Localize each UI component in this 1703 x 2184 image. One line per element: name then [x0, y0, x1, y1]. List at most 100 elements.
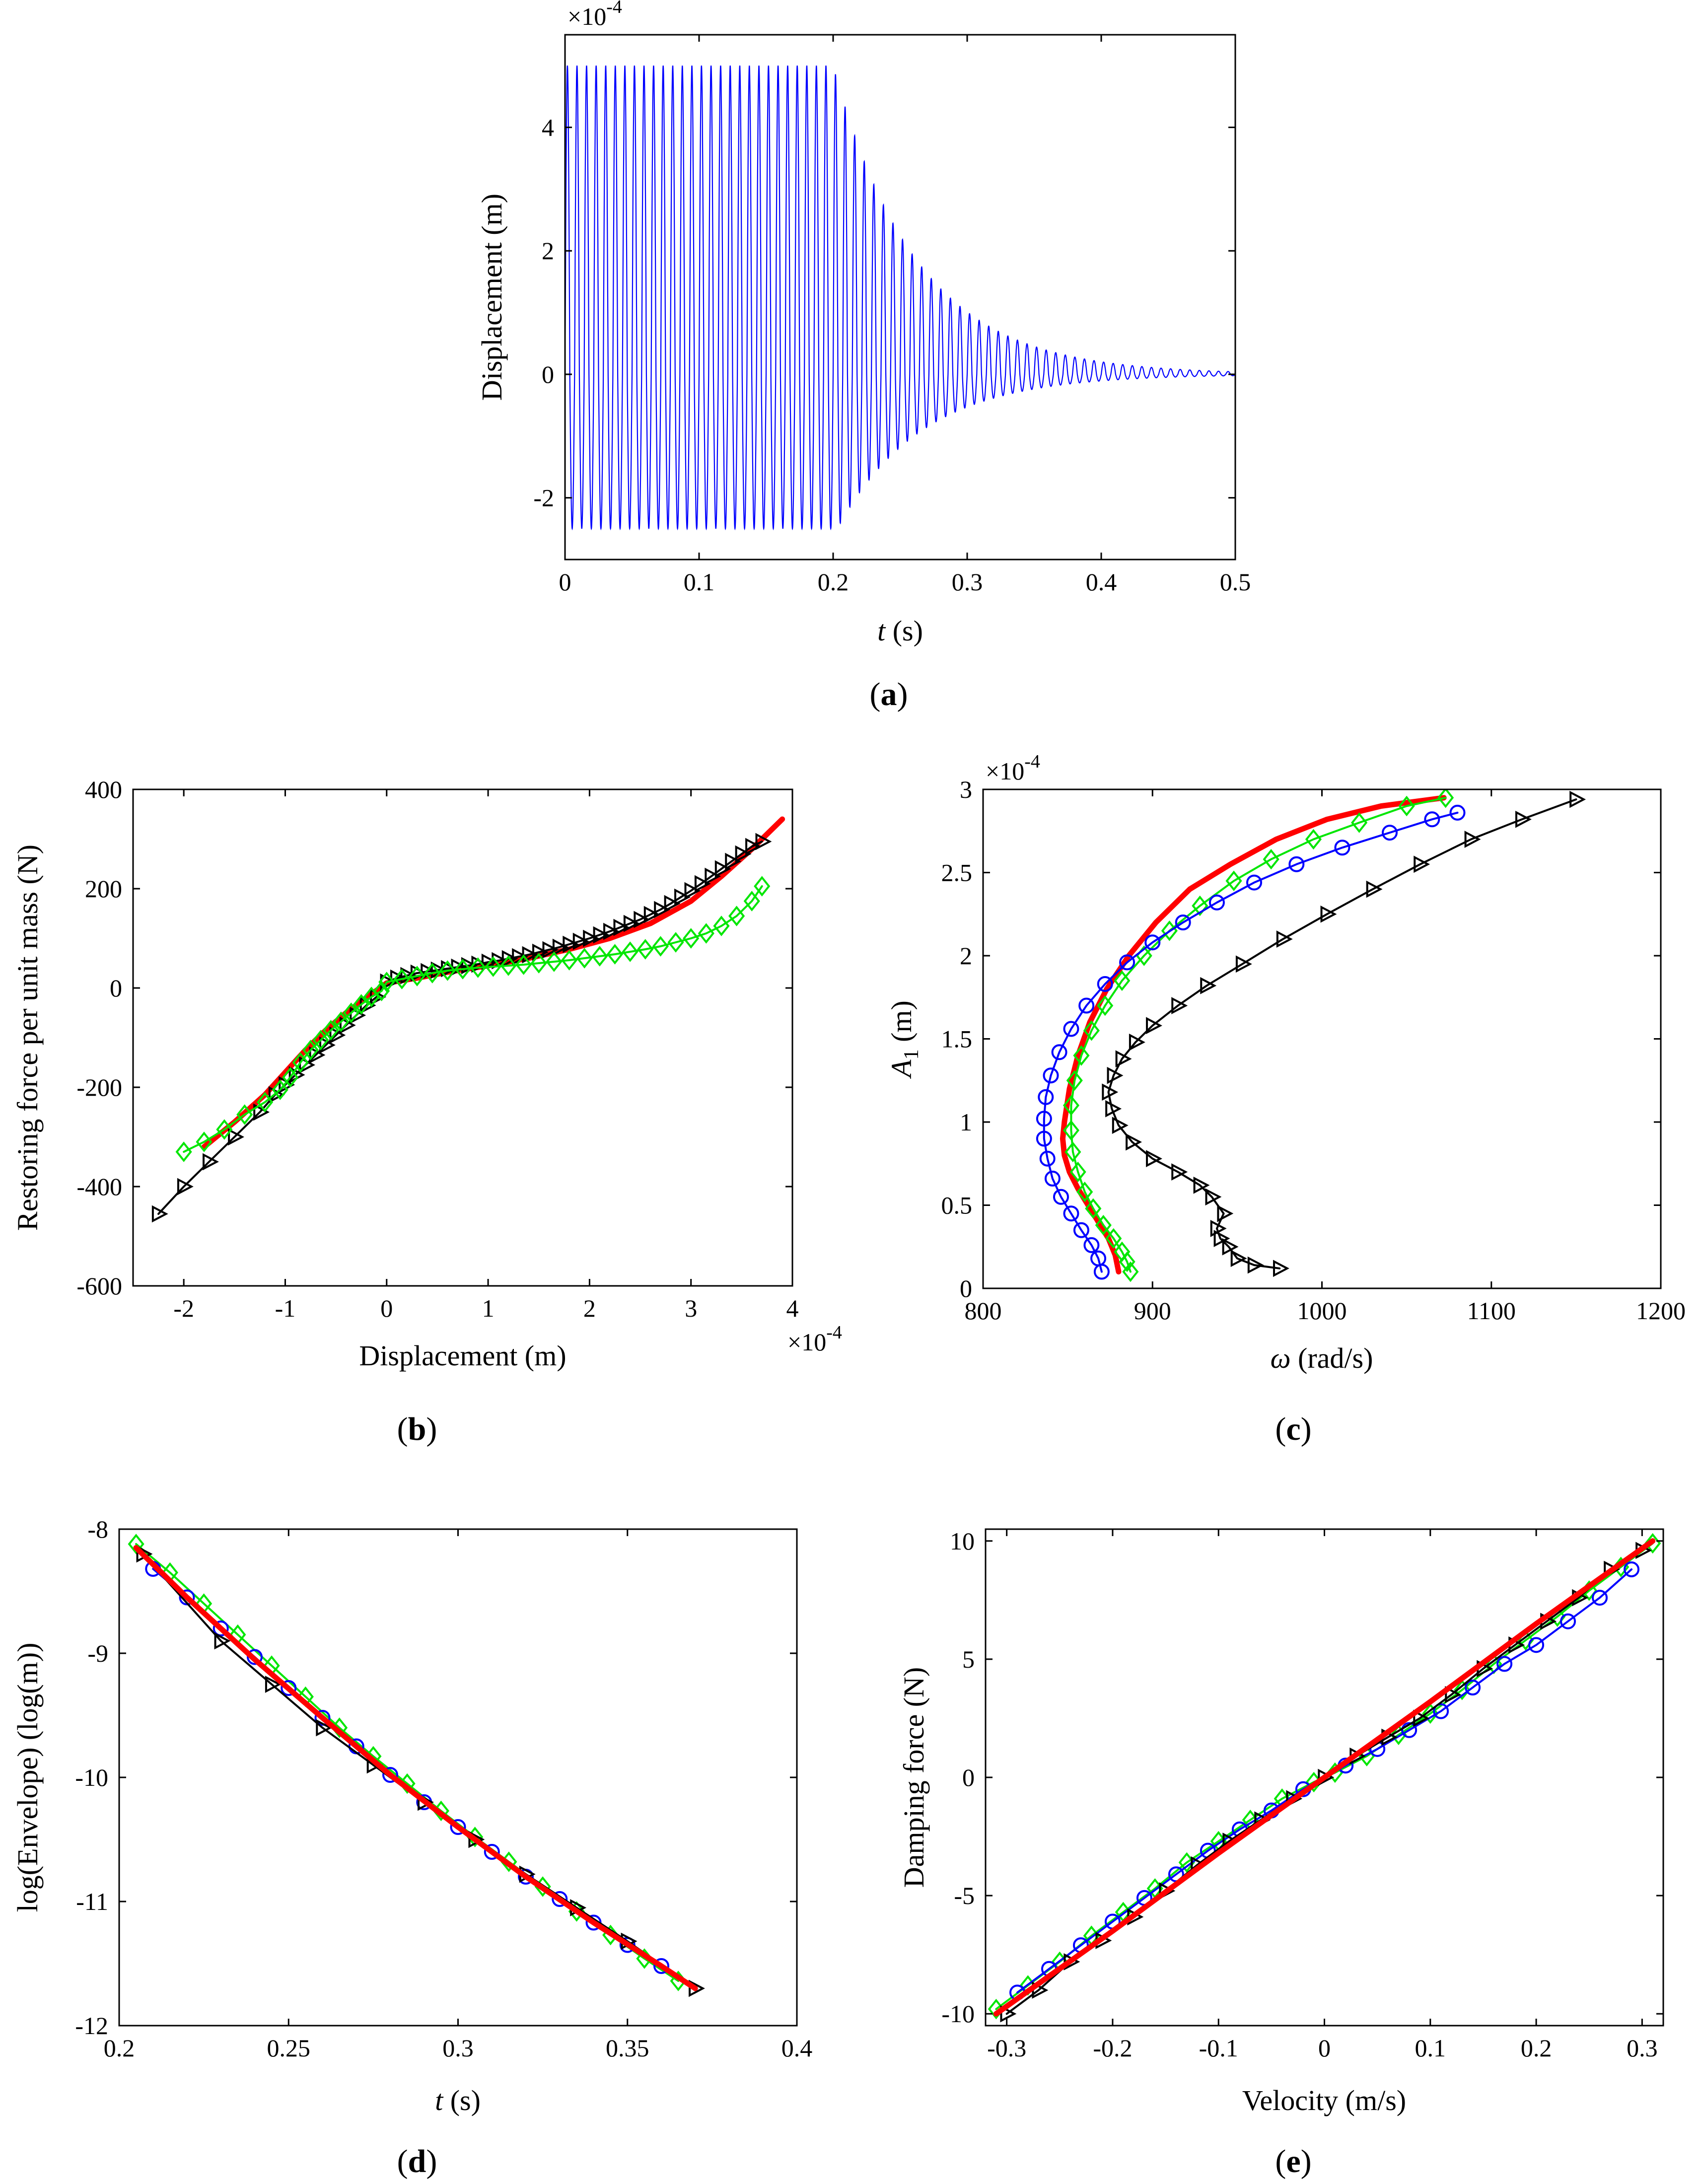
exponent-power: -4 [606, 0, 622, 17]
axis-space [443, 2084, 450, 2116]
axis-space [1291, 1342, 1298, 1374]
series-line [135, 1543, 680, 1982]
caption-letter: a [881, 676, 897, 712]
data-point [1192, 895, 1208, 916]
data-point [1083, 1237, 1100, 1253]
data-point [1115, 1050, 1132, 1068]
data-point [684, 882, 701, 900]
data-point [591, 946, 608, 967]
data-point [196, 1131, 213, 1152]
y-exponent-label: ×10-4 [568, 0, 622, 30]
exponent-base: ×10 [986, 757, 1024, 785]
data-point [1076, 1181, 1093, 1202]
data-point [1276, 930, 1293, 948]
data-point [282, 1067, 299, 1088]
data-point [500, 955, 517, 976]
data-point [450, 1819, 466, 1835]
data-point [265, 1676, 282, 1693]
x-tick-label: 2 [583, 1294, 596, 1322]
data-point [1496, 1656, 1513, 1672]
data-point [1063, 1120, 1080, 1141]
data-point [481, 953, 498, 971]
data-point [572, 932, 589, 950]
data-point [333, 1011, 350, 1032]
plot-area [1036, 789, 1586, 1282]
data-point [1437, 789, 1454, 808]
data-point [1069, 1161, 1086, 1183]
data-point [409, 966, 426, 986]
series-line [152, 1568, 662, 1967]
x-tick-label: 0.35 [606, 2034, 649, 2062]
data-point [683, 928, 700, 949]
exponent-power: -4 [826, 1322, 842, 1343]
data-point [1066, 1070, 1083, 1091]
data-point [1114, 1241, 1131, 1263]
data-point [454, 959, 471, 980]
caption-close: ) [1301, 1411, 1312, 1447]
data-point [1144, 934, 1161, 951]
data-point [561, 950, 578, 971]
data-point [322, 1020, 339, 1041]
data-point [1624, 1561, 1640, 1577]
data-point [1413, 1709, 1430, 1727]
data-point [1424, 811, 1440, 828]
x-tick-label: 0 [380, 1294, 393, 1322]
data-point [705, 867, 721, 885]
axis-unit: (m) [885, 1000, 918, 1049]
panel-caption: (b) [397, 1411, 437, 1447]
panel-caption: (a) [870, 676, 908, 712]
data-point [1464, 831, 1481, 848]
data-point [634, 911, 650, 928]
series-line [133, 1545, 698, 1991]
axis-unit: (rad/s) [1298, 1342, 1373, 1374]
caption-close: ) [897, 676, 908, 712]
data-point [213, 1620, 229, 1636]
x-tick-label: -0.2 [1093, 2034, 1132, 2062]
y-tick-label: 0 [542, 360, 554, 388]
x-tick-label: 1 [482, 1294, 495, 1322]
exponent-power: -4 [1024, 751, 1040, 772]
y-tick-label: -2 [533, 484, 554, 512]
data-point [1171, 997, 1188, 1014]
data-point [1414, 855, 1430, 873]
data-point [439, 960, 456, 981]
data-point [1112, 1117, 1129, 1134]
data-point [698, 923, 714, 944]
axis-subscript: 1 [900, 1049, 923, 1059]
caption-close: ) [426, 1411, 437, 1447]
data-point [552, 1891, 568, 1907]
data-point [1213, 1230, 1230, 1247]
y-tick-label: 200 [85, 875, 122, 903]
x-tick-label: 0.1 [684, 568, 715, 596]
y-tick-label: 10 [950, 1527, 975, 1555]
caption-close: ) [1301, 2143, 1312, 2180]
data-point [1043, 1067, 1059, 1084]
data-point [1210, 1220, 1227, 1237]
y-tick-label: 2.5 [941, 859, 973, 887]
data-point [1288, 856, 1305, 872]
axes-frame [132, 788, 793, 1287]
data-point [743, 891, 760, 912]
data-point [1039, 1150, 1056, 1167]
data-point [728, 906, 745, 926]
data-point [1200, 977, 1217, 994]
data-point [530, 953, 547, 974]
data-point [353, 994, 370, 1015]
data-point [689, 1979, 705, 1997]
data-point [623, 915, 640, 932]
caption-open: ( [397, 2143, 408, 2180]
data-point [1445, 1686, 1462, 1703]
axis-symbol: A [885, 1059, 918, 1079]
data-point [1320, 905, 1337, 923]
y-tick-label: -400 [76, 1173, 122, 1200]
data-point [312, 1030, 329, 1051]
data-point [1175, 915, 1191, 930]
series-line [201, 816, 785, 1150]
axis-space [885, 615, 893, 647]
data-point [378, 972, 395, 992]
y-tick-label: 0 [962, 1763, 975, 1791]
data-point [272, 1079, 288, 1100]
data-point [175, 1141, 192, 1162]
x-tick-label: -0.3 [987, 2034, 1026, 2062]
